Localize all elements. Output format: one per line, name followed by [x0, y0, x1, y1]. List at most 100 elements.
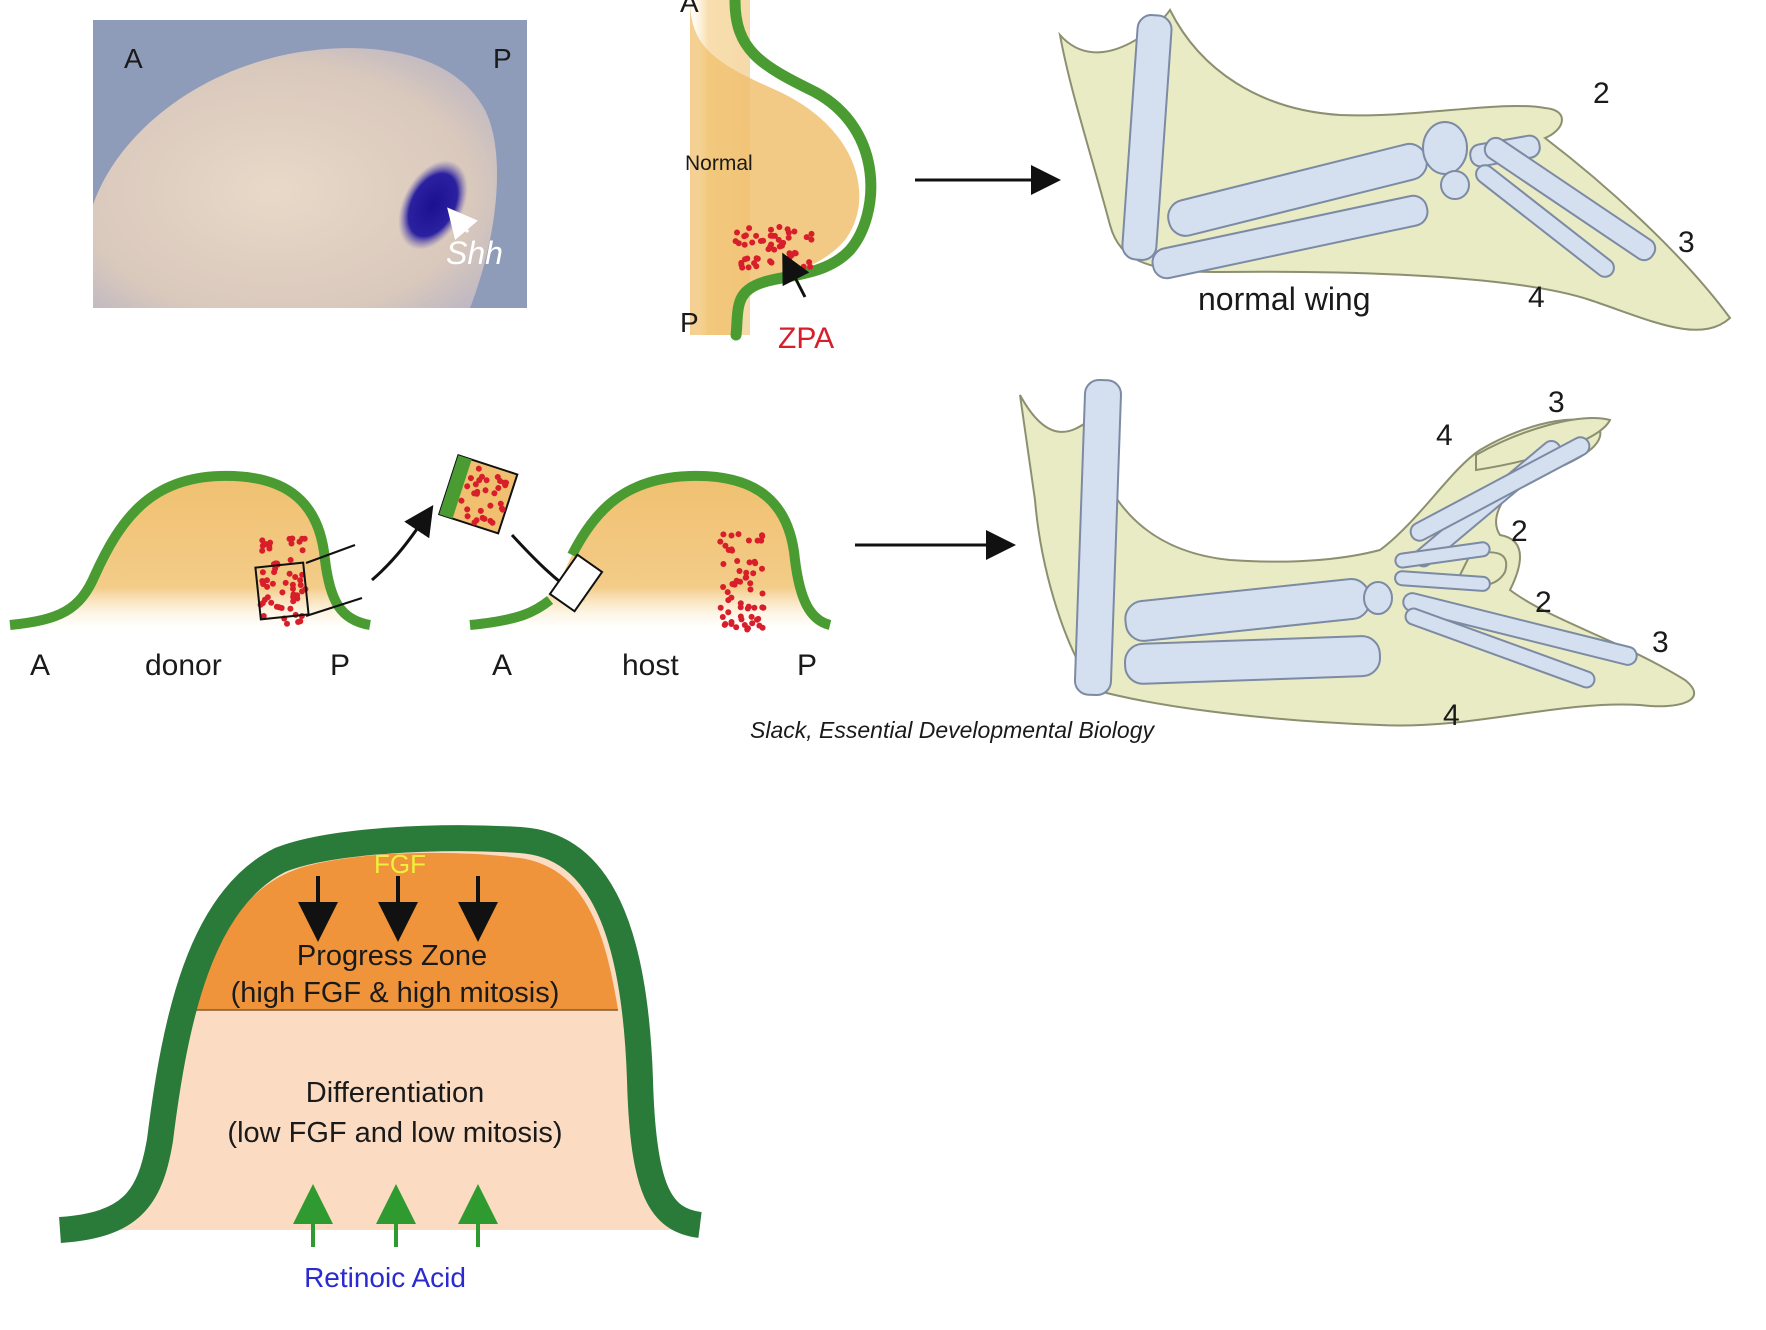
zpa-cell: [728, 546, 735, 553]
zpa-cell: [745, 603, 752, 610]
normal-wing-digit-4-label: 4: [1528, 281, 1545, 314]
zpa-cell: [735, 531, 742, 538]
photo-anterior-label: A: [124, 43, 143, 74]
zpa-cell: [749, 239, 756, 246]
host-anterior-label: A: [492, 649, 512, 682]
zpa-cell: [734, 229, 740, 236]
zpa-cell: [800, 263, 807, 270]
donor-limb-bud: A donor P: [9, 470, 372, 682]
zpa-cell: [741, 622, 748, 628]
zpa-cell: [751, 558, 758, 565]
zpa-cell: [483, 477, 490, 484]
normal-bud-base-fade: [690, 0, 750, 335]
host-label: host: [622, 649, 679, 682]
zpa-cell: [272, 565, 279, 572]
duplicated-wing-skeleton: 4 3 2 2 3 4: [1019, 378, 1696, 732]
zpa-cell: [768, 241, 775, 248]
duplicated-wing-digit-3-lower: [1402, 592, 1638, 666]
zpa-cell: [734, 558, 741, 564]
shh-in-situ-photo: A P Shh: [93, 20, 527, 309]
duplicated-wing-humerus: [1073, 378, 1122, 697]
zpa-cell: [720, 584, 727, 590]
zpa-label: ZPA: [778, 322, 834, 355]
host-zpa-cells: [717, 531, 767, 633]
zpa-cell: [294, 592, 301, 599]
donor-graft-box: [254, 561, 310, 621]
zpa-cell: [759, 590, 766, 597]
zpa-cell: [467, 475, 474, 482]
zpa-cell: [768, 226, 774, 233]
zpa-cell: [747, 580, 754, 587]
zpa-cell: [464, 483, 471, 490]
normal-bud-ectoderm: [729, 0, 877, 341]
zpa-cell: [803, 234, 810, 241]
zpa-cell: [732, 238, 739, 245]
normal-wing-digit-3-bone: [1483, 136, 1657, 262]
zpa-cell: [754, 616, 760, 623]
normal-bud-posterior-label: P: [680, 307, 699, 338]
zpa-cell: [728, 621, 735, 627]
differentiation-title: Differentiation: [306, 1077, 484, 1109]
zpa-cell: [747, 586, 754, 593]
normal-wing-humerus: [1121, 14, 1173, 261]
zpa-cell: [495, 485, 502, 492]
donor-zpa-cells: [257, 535, 309, 627]
zpa-cell: [728, 594, 735, 601]
zpa-cell: [491, 490, 498, 497]
zpa-cell: [739, 264, 746, 271]
zpa-cell: [785, 234, 792, 241]
duplicated-wing-digit-label: 3: [1548, 386, 1565, 419]
donor-ectoderm: [9, 470, 372, 630]
fgf-label: FGF: [374, 849, 426, 879]
zpa-cell: [472, 481, 479, 488]
zpa-cell: [720, 531, 727, 538]
zpa-cell: [717, 604, 724, 611]
zpa-cell: [750, 570, 757, 577]
zpa-cell: [722, 621, 729, 627]
normal-wing-carpal-2: [1440, 170, 1470, 200]
zpa-cell: [494, 474, 501, 481]
shh-gene-label: Shh: [446, 235, 503, 271]
zpa-cell: [733, 624, 740, 631]
donor-mesenchyme: [10, 475, 370, 625]
zpa-cell: [471, 519, 478, 526]
zpa-cell: [290, 598, 297, 605]
zpa-cell: [728, 532, 735, 539]
zpa-cell: [806, 259, 813, 266]
zpa-cell: [279, 589, 286, 596]
normal-wing-digit-3-label: 3: [1678, 226, 1695, 259]
zpa-cell: [759, 624, 766, 631]
duplicated-wing-digit-4-lower: [1404, 607, 1596, 689]
zpa-cell: [481, 515, 488, 522]
zpa-cell: [269, 580, 276, 587]
retinoic-acid-label: Retinoic Acid: [304, 1262, 466, 1293]
zpa-cell: [458, 497, 465, 504]
zpa-cell: [282, 579, 289, 586]
zpa-cell: [288, 540, 295, 547]
duplicated-wing-digit-2-upper: [1394, 541, 1491, 569]
progress-zone-diagram: FGF Progress Zone (high FGF & high mitos…: [58, 825, 703, 1293]
zpa-cell: [791, 228, 798, 235]
graft-piece-ectoderm: [439, 455, 472, 519]
duplicated-wing-digit-label: 2: [1511, 515, 1528, 548]
zpa-cell: [498, 505, 505, 512]
zpa-cell: [769, 232, 776, 239]
zpa-cell: [502, 482, 509, 489]
zpa-cell: [289, 535, 296, 542]
zpa-cell: [743, 574, 750, 581]
zpa-cell: [759, 532, 765, 539]
host-limb-bud: A host P: [469, 470, 832, 682]
zpa-cell: [779, 242, 785, 249]
zpa-cell: [299, 535, 306, 542]
zpa-cell: [295, 619, 302, 625]
zpa-cell: [725, 609, 732, 616]
shh-arrow: [447, 207, 478, 241]
graft-piece: [437, 454, 519, 535]
graft-piece-zpa-cells: [458, 465, 510, 526]
zpa-cell: [497, 500, 504, 507]
zpa-cell: [284, 620, 290, 627]
zpa-cell: [292, 574, 299, 580]
zpa-cell: [736, 568, 743, 574]
zpa-cell: [775, 236, 782, 243]
